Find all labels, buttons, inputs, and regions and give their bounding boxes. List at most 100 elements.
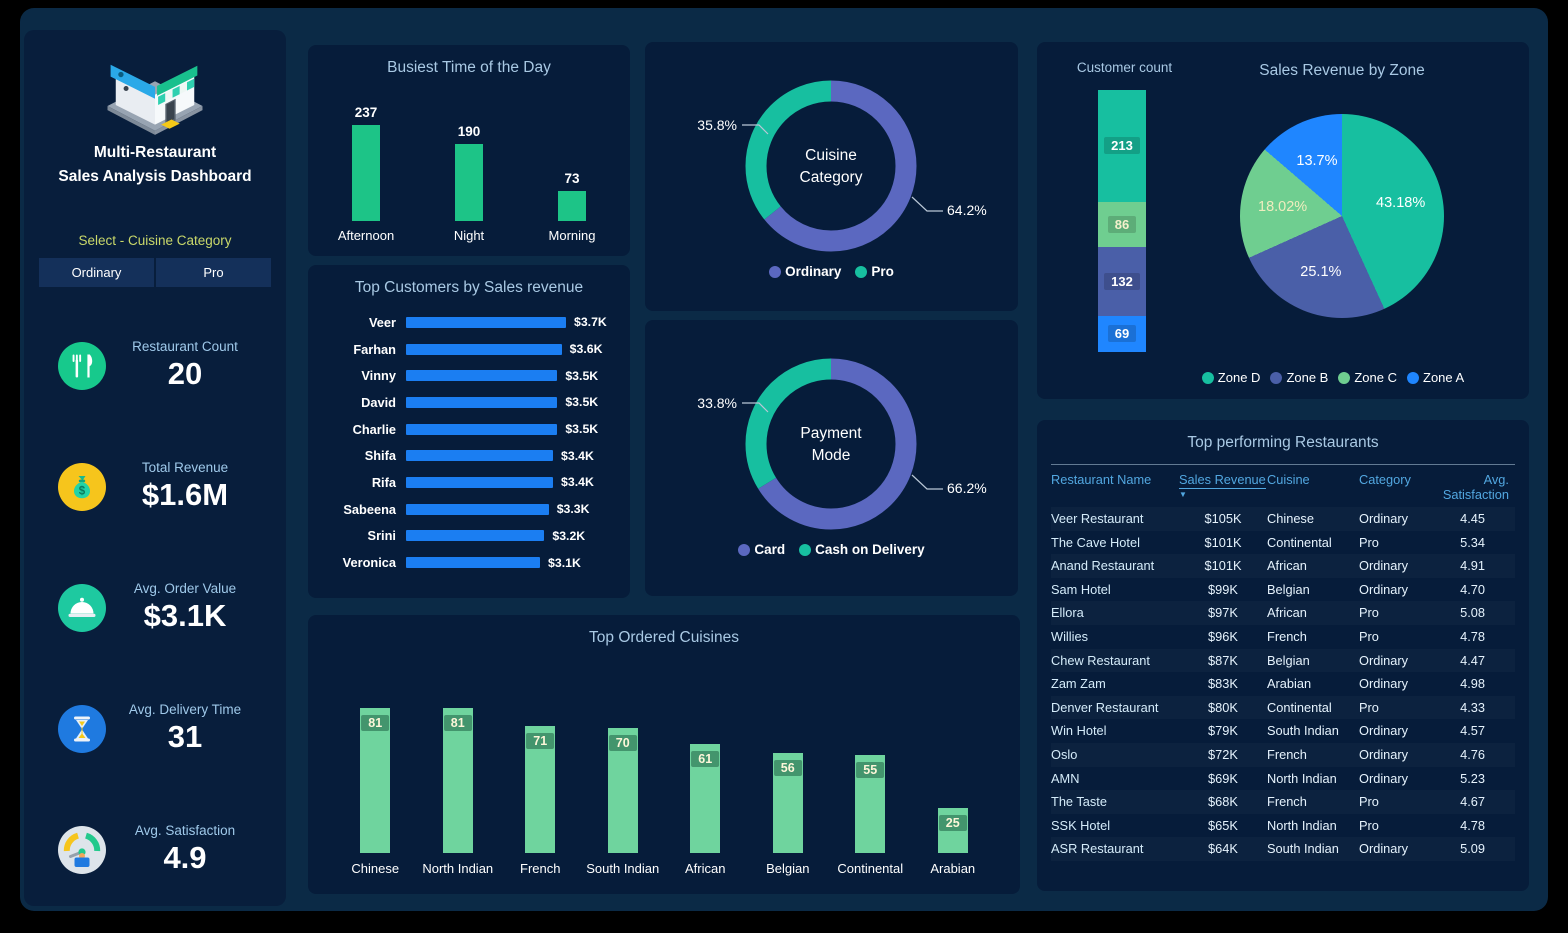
column-header-sales-revenue[interactable]: Sales Revenue ▼ [1179, 472, 1267, 502]
cell-cuisine: French [1267, 746, 1307, 762]
pie-label-zone-d: 43.18% [1376, 195, 1426, 212]
donut-slice-pro[interactable] [745, 80, 917, 252]
table-row-anand-restaurant[interactable]: Anand Restaurant $101K African Ordinary 4.91 [1051, 554, 1515, 578]
top-customers-panel: Top Customers by Sales revenue Veer $3.7K… [308, 265, 630, 598]
bar-srini[interactable] [406, 530, 545, 542]
stack-segment[interactable]: 86 [1098, 201, 1146, 247]
slicer-option-ordinary[interactable]: Ordinary [39, 258, 154, 288]
bar-farhan[interactable] [406, 343, 562, 355]
bar-veronica[interactable] [406, 557, 541, 569]
table-row-willies[interactable]: Willies $96K French Pro 4.78 [1051, 625, 1515, 649]
cell-avg-satisfaction: 4.98 [1460, 676, 1485, 692]
top-cuisines-title: Top Ordered Cuisines [589, 629, 739, 646]
kpi-value: 31 [167, 719, 203, 755]
bar-african[interactable]: 61 [690, 743, 721, 853]
column-header-cuisine[interactable]: Cuisine [1267, 472, 1359, 502]
bar-chinese[interactable]: 81 [360, 708, 391, 853]
legend-item-card[interactable]: Card [738, 542, 785, 557]
bar-shifa[interactable] [406, 450, 554, 462]
bar-night[interactable] [455, 144, 483, 221]
bar-south-indian[interactable]: 70 [607, 727, 638, 853]
legend-label: Zone B [1286, 370, 1329, 385]
cell-category: Pro [1359, 605, 1379, 621]
bar-belgian[interactable]: 56 [772, 752, 803, 853]
cell-avg-satisfaction: 4.78 [1460, 628, 1485, 644]
legend-dot [1270, 371, 1283, 384]
pie-label-zone-a: 13.7% [1296, 153, 1338, 170]
bar-value-label: 61 [691, 750, 720, 767]
column-header-restaurant-name[interactable]: Restaurant Name [1051, 472, 1179, 502]
table-row-denver-restaurant[interactable]: Denver Restaurant $80K Continental Pro 4.33 [1051, 696, 1515, 720]
bar-north-indian[interactable]: 81 [442, 708, 473, 853]
table-row-win-hotel[interactable]: Win Hotel $79K South Indian Ordinary 4.57 [1051, 719, 1515, 743]
table-row-the-taste[interactable]: The Taste $68K French Pro 4.67 [1051, 790, 1515, 814]
column-header-category[interactable]: Category [1359, 472, 1429, 502]
bar-charlie[interactable] [406, 423, 558, 435]
legend-item-zone-b[interactable]: Zone B [1270, 370, 1328, 385]
cell-sales-revenue: $79K [1208, 723, 1238, 739]
column-header-label: Category [1359, 472, 1411, 487]
table-row-veer-restaurant[interactable]: Veer Restaurant $105K Chinese Ordinary 4.45 [1051, 507, 1515, 531]
legend-item-pro[interactable]: Pro [855, 264, 894, 279]
legend-item-cash-on-delivery[interactable]: Cash on Delivery [799, 542, 925, 557]
table-row-ssk-hotel[interactable]: SSK Hotel $65K North Indian Pro 4.78 [1051, 814, 1515, 838]
cell-cuisine: Belgian [1267, 652, 1310, 668]
bar-vinny[interactable] [406, 370, 558, 382]
cell-cuisine: North Indian [1267, 817, 1337, 833]
zone-pie[interactable]: 43.18% 25.1% 18.02% 13.7% [1240, 114, 1444, 318]
stack-segment[interactable]: 213 [1098, 90, 1146, 202]
bar-rifa[interactable] [406, 476, 554, 488]
dashboard-title-line2: Sales Analysis Dashboard [58, 168, 252, 186]
bar-plot: 237 [352, 89, 380, 221]
cell-restaurant-name: Chew Restaurant [1051, 652, 1150, 668]
restaurant-table-header: Restaurant Name Sales Revenue ▼ Cuisine Cate… [1051, 464, 1515, 507]
serving-cloche-icon [58, 583, 106, 632]
dashboard-title: Multi-Restaurant Sales Analysis Dashboar… [24, 141, 286, 189]
cell-sales-revenue: $101K [1204, 558, 1242, 574]
bar-afternoon[interactable] [352, 125, 380, 221]
cell-avg-satisfaction: 4.76 [1460, 746, 1485, 762]
cell-category: Pro [1359, 794, 1379, 810]
table-row-asr-restaurant[interactable]: ASR Restaurant $64K South Indian Ordinary 5.… [1051, 837, 1515, 861]
legend-item-zone-a[interactable]: Zone A [1407, 370, 1464, 385]
category-label: South Indian [586, 861, 660, 876]
bar-morning[interactable] [558, 191, 586, 221]
legend-dot [1338, 371, 1351, 384]
bar-plot: 190 [455, 89, 483, 221]
bar-sabeena[interactable] [406, 503, 549, 515]
donut-slice-cash-on-delivery[interactable] [745, 358, 917, 530]
bar-value-label: 25 [938, 815, 967, 832]
legend-dot [855, 265, 868, 278]
bar-plot: 61 [690, 701, 721, 853]
bar-veer[interactable] [406, 316, 566, 328]
legend-item-zone-c[interactable]: Zone C [1338, 370, 1397, 385]
column-header-avg-satisfaction[interactable]: Avg. Satisfaction [1429, 472, 1515, 502]
customer-row-shifa: Shifa $3.4K [320, 442, 622, 469]
stack-segment[interactable]: 69 [1098, 315, 1146, 352]
slicer-option-pro[interactable]: Pro [156, 258, 271, 288]
table-row-sam-hotel[interactable]: Sam Hotel $99K Belgian Ordinary 4.70 [1051, 578, 1515, 602]
cell-category: Ordinary [1359, 558, 1409, 574]
table-row-the-cave-hotel[interactable]: The Cave Hotel $101K Continental Pro 5.34 [1051, 531, 1515, 555]
cell-restaurant-name: Sam Hotel [1051, 581, 1111, 597]
bar-continental[interactable]: 55 [855, 754, 886, 853]
cell-avg-satisfaction: 4.57 [1460, 723, 1485, 739]
customer-name: Veer [368, 314, 396, 330]
table-row-zam-zam[interactable]: Zam Zam $83K Arabian Ordinary 4.98 [1051, 672, 1515, 696]
cell-sales-revenue: $105K [1204, 511, 1242, 526]
table-row-ellora[interactable]: Ellora $97K African Pro 5.08 [1051, 601, 1515, 625]
dashboard-title-line1: Multi-Restaurant [93, 144, 217, 161]
cell-restaurant-name: Veer Restaurant [1051, 511, 1144, 526]
bar-french[interactable]: 71 [525, 725, 556, 853]
table-row-amn[interactable]: AMN $69K North Indian Ordinary 5.23 [1051, 767, 1515, 791]
customer-count-title: Customer count [1076, 60, 1173, 75]
table-row-oslo[interactable]: Oslo $72K French Ordinary 4.76 [1051, 743, 1515, 767]
table-row-chew-restaurant[interactable]: Chew Restaurant $87K Belgian Ordinary 4.47 [1051, 649, 1515, 673]
kpi-value: 4.9 [163, 840, 207, 876]
bar-plot: 81 [360, 701, 391, 853]
stack-segment[interactable]: 132 [1098, 246, 1146, 316]
legend-item-ordinary[interactable]: Ordinary [769, 264, 841, 279]
bar-arabian[interactable]: 25 [937, 808, 968, 853]
bar-david[interactable] [406, 396, 558, 408]
legend-item-zone-d[interactable]: Zone D [1201, 370, 1260, 385]
